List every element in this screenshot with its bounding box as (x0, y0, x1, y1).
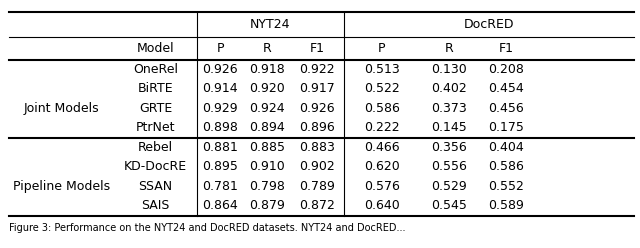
Text: 0.556: 0.556 (431, 160, 467, 173)
Text: 0.640: 0.640 (364, 199, 400, 213)
Text: 0.373: 0.373 (431, 102, 467, 115)
Text: F1: F1 (310, 42, 324, 55)
Text: 0.894: 0.894 (250, 121, 285, 134)
Text: 0.896: 0.896 (300, 121, 335, 134)
Text: F1: F1 (499, 42, 514, 55)
Text: 0.789: 0.789 (300, 180, 335, 193)
Text: 0.513: 0.513 (364, 63, 400, 76)
Text: 0.222: 0.222 (364, 121, 400, 134)
Text: 0.798: 0.798 (249, 180, 285, 193)
Text: 0.902: 0.902 (300, 160, 335, 173)
Text: SAIS: SAIS (141, 199, 170, 213)
Text: P: P (216, 42, 224, 55)
Text: NYT24: NYT24 (250, 18, 291, 31)
Text: 0.522: 0.522 (364, 82, 400, 95)
Text: 0.917: 0.917 (300, 82, 335, 95)
Text: 0.881: 0.881 (202, 141, 238, 154)
Text: 0.145: 0.145 (431, 121, 467, 134)
Text: Model: Model (137, 42, 175, 55)
Text: Joint Models: Joint Models (24, 102, 99, 115)
Text: 0.586: 0.586 (364, 102, 400, 115)
Text: KD-DocRE: KD-DocRE (124, 160, 188, 173)
Text: P: P (378, 42, 386, 55)
Text: SSAN: SSAN (139, 180, 173, 193)
Text: 0.175: 0.175 (488, 121, 524, 134)
Text: 0.895: 0.895 (202, 160, 238, 173)
Text: 0.929: 0.929 (202, 102, 238, 115)
Text: 0.402: 0.402 (431, 82, 467, 95)
Text: 0.914: 0.914 (202, 82, 238, 95)
Text: 0.208: 0.208 (488, 63, 524, 76)
Text: 0.589: 0.589 (488, 199, 524, 213)
Text: 0.926: 0.926 (202, 63, 238, 76)
Text: 0.130: 0.130 (431, 63, 467, 76)
Text: OneRel: OneRel (133, 63, 178, 76)
Text: R: R (263, 42, 271, 55)
Text: 0.781: 0.781 (202, 180, 238, 193)
Text: Figure 3: Performance on the NYT24 and DocRED datasets. NYT24 and DocRED...: Figure 3: Performance on the NYT24 and D… (9, 223, 406, 233)
Text: 0.576: 0.576 (364, 180, 400, 193)
Text: 0.620: 0.620 (364, 160, 400, 173)
Text: 0.883: 0.883 (300, 141, 335, 154)
Text: Rebel: Rebel (138, 141, 173, 154)
Text: R: R (444, 42, 453, 55)
Text: 0.456: 0.456 (488, 102, 524, 115)
Text: GRTE: GRTE (139, 102, 172, 115)
Text: DocRED: DocRED (463, 18, 514, 31)
Text: 0.529: 0.529 (431, 180, 467, 193)
Text: 0.552: 0.552 (488, 180, 524, 193)
Text: 0.454: 0.454 (488, 82, 524, 95)
Text: 0.872: 0.872 (300, 199, 335, 213)
Text: 0.885: 0.885 (249, 141, 285, 154)
Text: 0.356: 0.356 (431, 141, 467, 154)
Text: 0.864: 0.864 (202, 199, 238, 213)
Text: 0.545: 0.545 (431, 199, 467, 213)
Text: 0.466: 0.466 (364, 141, 400, 154)
Text: 0.586: 0.586 (488, 160, 524, 173)
Text: BiRTE: BiRTE (138, 82, 173, 95)
Text: 0.898: 0.898 (202, 121, 238, 134)
Text: 0.910: 0.910 (250, 160, 285, 173)
Text: 0.920: 0.920 (250, 82, 285, 95)
Text: 0.924: 0.924 (250, 102, 285, 115)
Text: 0.404: 0.404 (488, 141, 524, 154)
Text: Pipeline Models: Pipeline Models (13, 180, 110, 193)
Text: 0.922: 0.922 (300, 63, 335, 76)
Text: 0.918: 0.918 (250, 63, 285, 76)
Text: PtrNet: PtrNet (136, 121, 175, 134)
Text: 0.926: 0.926 (300, 102, 335, 115)
Text: 0.879: 0.879 (249, 199, 285, 213)
